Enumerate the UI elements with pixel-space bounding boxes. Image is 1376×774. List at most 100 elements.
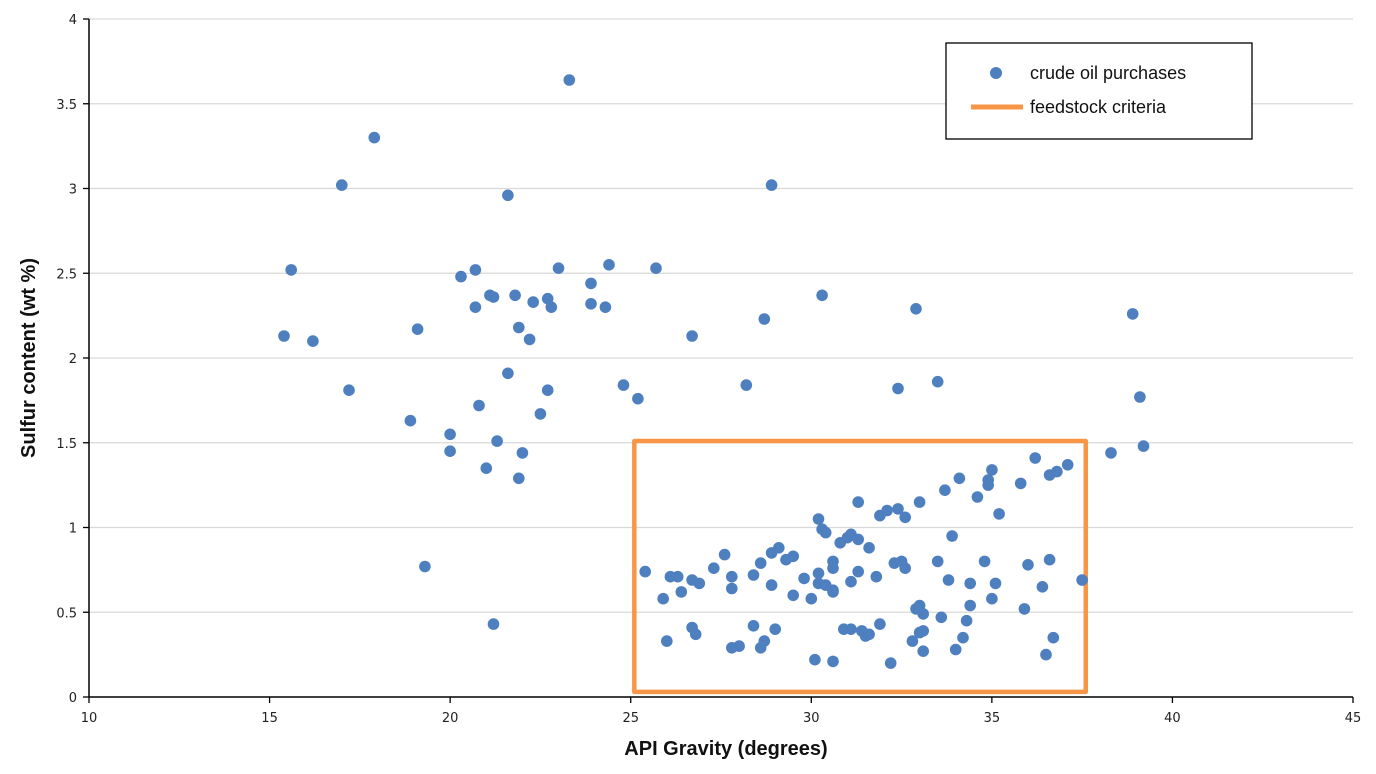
data-point: [881, 504, 893, 517]
data-point: [993, 508, 1005, 520]
y-tick-label: 0.5: [56, 606, 77, 621]
y-tick-label: 3: [69, 183, 77, 198]
data-point: [726, 570, 738, 583]
x-axis-title: API Gravity (degrees): [624, 738, 827, 760]
legend-frame: [945, 42, 1253, 140]
x-tick-label: 45: [1345, 711, 1362, 726]
data-point: [419, 560, 431, 573]
data-point: [661, 635, 673, 647]
data-point: [545, 301, 558, 314]
data-point: [336, 179, 348, 191]
data-point: [509, 289, 521, 302]
data-point: [368, 131, 381, 144]
axes: [83, 18, 1354, 703]
data-point: [874, 618, 886, 630]
data-point: [989, 577, 1002, 590]
data-point: [541, 384, 554, 397]
data-point: [1018, 603, 1031, 615]
data-point: [617, 379, 630, 391]
tick-labels: 0 0.5 1 1.5 2 2.5 3 3.5 4 10 15 20 25 30 35 40 45: [56, 13, 1361, 726]
data-point: [1126, 308, 1139, 320]
data-point: [404, 414, 417, 427]
data-point: [675, 586, 688, 598]
data-point: [278, 330, 290, 342]
data-point: [852, 565, 864, 578]
data-point: [884, 657, 897, 669]
y-tick-label: 4: [69, 13, 77, 28]
data-point: [708, 562, 720, 574]
data-point: [733, 640, 745, 652]
data-point: [845, 623, 857, 635]
data-point: [444, 445, 456, 458]
y-tick-label: 2: [69, 352, 77, 367]
data-point: [1137, 440, 1150, 452]
data-point: [845, 575, 857, 588]
data-point: [469, 264, 482, 276]
data-point: [971, 491, 984, 503]
y-tick-label: 1.5: [56, 437, 77, 452]
y-axis-title: Sulfur content (wt %): [18, 258, 40, 458]
data-point: [718, 548, 731, 561]
data-point: [740, 379, 753, 391]
data-point: [986, 592, 998, 605]
data-point: [534, 408, 547, 420]
data-point: [787, 550, 799, 563]
data-point: [899, 562, 911, 574]
y-tick-label: 3.5: [56, 98, 77, 113]
data-point: [982, 474, 994, 486]
data-point: [906, 635, 919, 647]
data-point: [444, 428, 456, 441]
data-point: [812, 567, 825, 580]
data-point: [765, 579, 778, 591]
data-point: [827, 586, 839, 598]
x-tick-label: 35: [984, 711, 1001, 726]
data-point: [639, 565, 651, 578]
data-point: [939, 484, 951, 497]
data-point: [816, 289, 828, 302]
legend: crude oil purchases feedstock criteria: [945, 42, 1253, 140]
data-point: [502, 189, 514, 202]
data-point: [773, 542, 785, 554]
data-point: [726, 582, 738, 595]
data-point: [657, 592, 669, 605]
data-point: [754, 557, 767, 569]
data-point: [523, 333, 536, 346]
data-point: [491, 435, 503, 447]
legend-label-crude-oil: crude oil purchases: [1030, 63, 1186, 83]
data-point: [1014, 477, 1027, 490]
y-tick-label: 2.5: [56, 267, 77, 282]
data-point: [469, 301, 482, 314]
data-point: [411, 323, 424, 336]
data-point: [827, 655, 839, 668]
data-point: [686, 330, 698, 342]
data-point: [935, 611, 948, 624]
data-point: [917, 625, 929, 637]
data-point: [513, 321, 525, 334]
data-point: [1076, 574, 1088, 586]
data-point: [917, 645, 929, 657]
data-point: [552, 262, 565, 275]
data-point: [931, 555, 944, 568]
data-point: [863, 542, 875, 554]
data-point: [917, 608, 929, 620]
data-point: [650, 262, 662, 275]
data-point: [1061, 459, 1074, 471]
data-point: [964, 577, 976, 590]
data-point: [585, 277, 597, 290]
data-point: [502, 367, 514, 380]
data-point: [513, 472, 525, 485]
data-point: [946, 530, 958, 542]
data-point: [285, 264, 298, 276]
data-point: [870, 570, 883, 583]
data-point: [343, 384, 355, 397]
data-point: [1043, 553, 1056, 566]
data-point: [758, 313, 771, 325]
data-point: [1105, 447, 1117, 459]
data-point: [949, 643, 962, 656]
data-point: [1022, 559, 1034, 571]
data-point: [913, 496, 926, 508]
x-tick-label: 25: [622, 711, 639, 726]
data-point: [960, 614, 973, 627]
legend-label-feedstock: feedstock criteria: [1030, 97, 1167, 117]
